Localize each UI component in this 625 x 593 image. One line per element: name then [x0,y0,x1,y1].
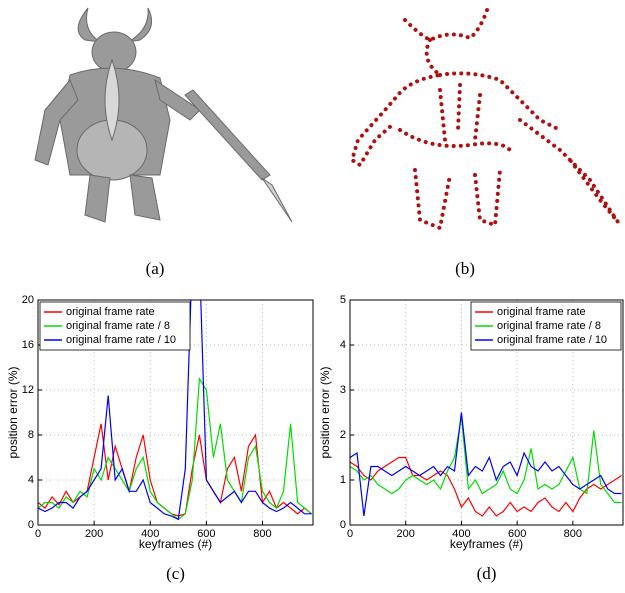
y-tick-label: 4 [28,474,34,486]
series-line [38,423,312,517]
x-axis-label: keyframes (#) [450,537,523,551]
caption: (d) [477,564,497,583]
caption: (c) [166,564,185,583]
y-tick-label: 5 [340,294,346,306]
x-tick-label: 400 [452,528,470,540]
x-tick-label: 200 [85,528,103,540]
y-tick-label: 16 [22,339,34,351]
series-line [350,416,622,504]
legend-label: original frame rate / 10 [497,334,607,346]
plot-frame [349,299,624,526]
legend-label: original frame rate [66,306,155,318]
legend-label: original frame rate / 8 [497,320,601,332]
x-tick-label: 200 [397,528,415,540]
legend-label: original frame rate / 10 [66,334,176,346]
y-tick-label: 12 [22,384,34,396]
legend-box [39,301,191,351]
x-tick-label: 600 [508,528,526,540]
series-line [350,456,622,517]
x-tick-label: 0 [35,528,41,540]
y-tick-label: 3 [340,384,346,396]
caption: (b) [455,259,475,278]
legend-label: original frame rate [497,306,586,318]
y-tick-label: 1 [340,474,346,486]
plot-lines [350,412,622,517]
x-tick-label: 600 [197,528,215,540]
series-line [350,412,622,517]
y-tick-label: 0 [28,519,34,531]
y-axis-label: position error (%) [318,366,332,458]
rendered-character [34,7,293,223]
x-tick-label: 800 [253,528,271,540]
legend-box [470,301,622,351]
y-axis-label: position error (%) [6,366,20,458]
series-line [38,300,312,521]
y-tick-label: 0 [340,519,346,531]
y-tick-label: 8 [28,429,34,441]
x-tick-label: 0 [347,528,353,540]
legend-label: original frame rate / 8 [66,320,170,332]
y-tick-label: 4 [340,339,346,351]
y-tick-label: 20 [22,294,34,306]
caption: (a) [146,259,165,278]
x-tick-label: 800 [564,528,582,540]
x-axis-label: keyframes (#) [139,537,212,551]
plot-frame [37,299,314,526]
plot-lines [38,300,312,521]
point-cloud [349,8,620,231]
y-tick-label: 2 [340,429,346,441]
x-tick-label: 400 [141,528,159,540]
